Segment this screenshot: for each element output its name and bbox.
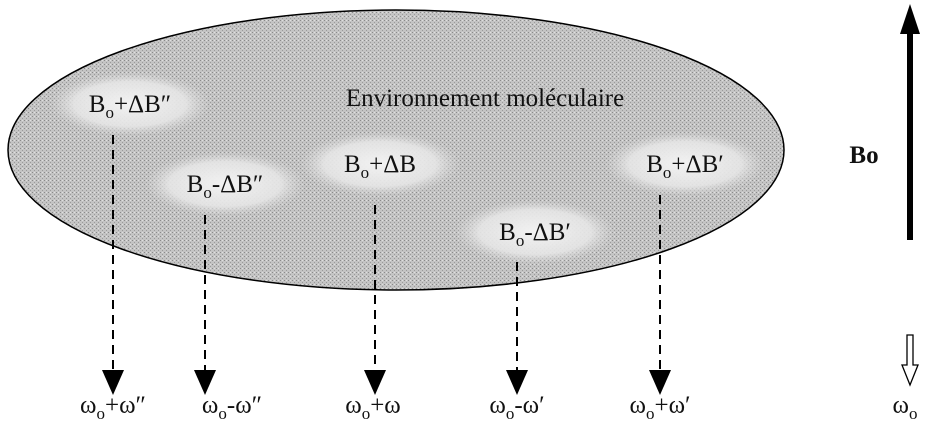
rest: +ω″ (105, 392, 146, 419)
rest: +ΔB′ (671, 151, 723, 178)
arrow-head (649, 370, 671, 395)
subscript: o (203, 183, 212, 202)
base: B (187, 171, 204, 198)
rest: -ω″ (227, 392, 262, 419)
environment-title: Environnement moléculaire (346, 85, 624, 112)
base: B (89, 91, 106, 118)
subscript: o (362, 404, 371, 423)
subscript: o (646, 404, 655, 423)
arrow-head (364, 370, 386, 395)
subscript: o (506, 404, 515, 423)
subscript: o (105, 103, 114, 122)
local-field-label: Bo-ΔB″ (187, 171, 264, 202)
reference-arrow (901, 334, 919, 387)
local-field-region (300, 132, 460, 196)
base: ω (893, 392, 909, 419)
rest: -ΔB″ (212, 171, 264, 198)
subscript: o (218, 404, 227, 423)
rest: +ω (370, 392, 401, 419)
arrow-head (506, 370, 528, 395)
local-field-region (145, 152, 305, 216)
local-field-label: Bo+ΔB (344, 151, 416, 182)
subscript: o (97, 404, 106, 423)
base: B (499, 219, 516, 246)
field-arrow-head (900, 4, 920, 34)
arrow-head (102, 370, 124, 395)
base: ω (489, 392, 505, 419)
subscript: o (909, 404, 918, 423)
rest: +ΔB″ (114, 91, 171, 118)
rest: +ΔB (369, 151, 416, 178)
base: ω (80, 392, 96, 419)
frequency-label: ωo+ω″ (80, 392, 146, 423)
local-field-region (455, 200, 615, 264)
local-field-label: Bo+ΔB″ (89, 91, 171, 122)
base: B (344, 151, 361, 178)
base: ω (345, 392, 361, 419)
local-field-region (605, 132, 765, 196)
local-field-label: Bo+ΔB′ (646, 151, 724, 182)
rest: +ω′ (654, 392, 690, 419)
subscript: o (516, 231, 525, 250)
rest: -ω′ (514, 392, 544, 419)
frequency-label: ωo-ω″ (202, 392, 262, 423)
rest: -ΔB′ (524, 219, 571, 246)
reference-frequency: ωo (893, 392, 918, 423)
subscript: o (663, 163, 672, 182)
base: B (646, 151, 663, 178)
subscript: o (361, 163, 370, 182)
arrow-head (194, 370, 216, 395)
field-label: Bo (849, 142, 878, 169)
frequency-label: ωo-ω′ (489, 392, 544, 423)
frequency-label: ωo+ω (345, 392, 401, 423)
base: ω (202, 392, 218, 419)
base: ω (630, 392, 646, 419)
local-field-region (50, 72, 210, 136)
local-field-label: Bo-ΔB′ (499, 219, 571, 250)
frequency-label: ωo+ω′ (630, 392, 691, 423)
